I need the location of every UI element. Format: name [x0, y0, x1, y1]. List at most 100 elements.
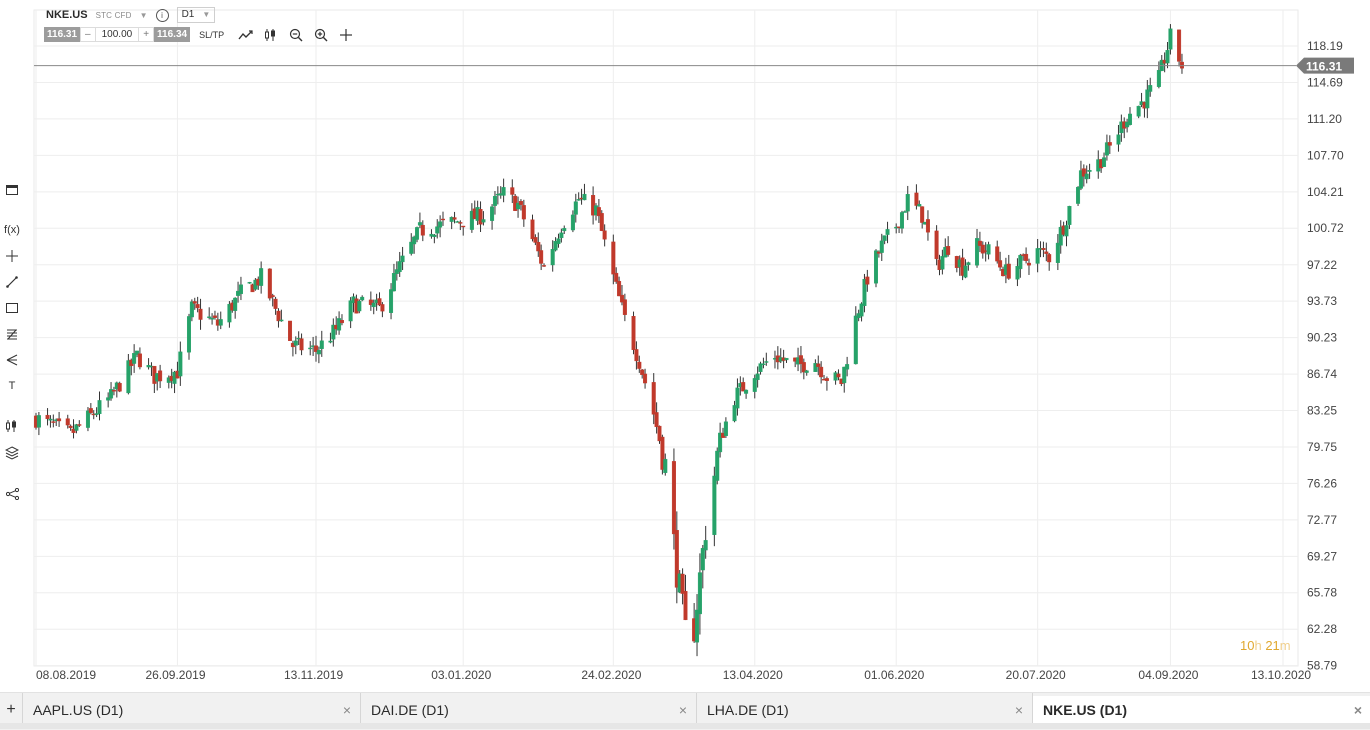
- close-icon[interactable]: ×: [342, 702, 351, 718]
- sltp-button[interactable]: SL/TP: [199, 29, 225, 40]
- crosshair-icon[interactable]: [3, 247, 21, 265]
- close-icon[interactable]: ×: [1014, 702, 1023, 718]
- candle-body: [562, 228, 567, 232]
- candle-body: [238, 284, 243, 295]
- chevron-down-icon[interactable]: ▼: [139, 10, 148, 20]
- candle-body: [1018, 255, 1023, 270]
- candle-body: [106, 397, 111, 401]
- candle-body: [784, 357, 789, 361]
- candle-body: [117, 383, 122, 392]
- volume-input[interactable]: 100.00: [94, 28, 140, 41]
- candle-body: [328, 340, 333, 343]
- candle-body: [1084, 173, 1089, 180]
- candle-body: [556, 238, 561, 245]
- window-icon[interactable]: [3, 181, 21, 199]
- candle-body: [643, 373, 648, 384]
- increase-volume-button[interactable]: +: [143, 29, 150, 40]
- candles-settings-icon[interactable]: [3, 417, 21, 435]
- tab-nke[interactable]: NKE.US (D1) ×: [1033, 696, 1370, 724]
- candle-body: [68, 425, 73, 428]
- candle-body: [158, 370, 163, 382]
- tab-label: DAI.DE (D1): [371, 702, 449, 718]
- candle-body: [1058, 226, 1063, 246]
- candle-body: [337, 318, 342, 331]
- fibonacci-icon[interactable]: [3, 325, 21, 343]
- candle-body: [631, 316, 636, 350]
- trendline-icon[interactable]: [3, 273, 21, 291]
- crosshair-icon[interactable]: [338, 27, 354, 43]
- text-icon[interactable]: T: [8, 380, 16, 392]
- candle-body: [1148, 85, 1153, 92]
- candle-body: [582, 193, 587, 201]
- candle-body: [865, 276, 870, 285]
- timeframe-select[interactable]: D1 ▼: [176, 7, 216, 23]
- y-tick-label: 69.27: [1307, 549, 1337, 563]
- bottom-scrollbar[interactable]: [0, 723, 1370, 729]
- volume-stepper[interactable]: – 100.00 +: [80, 27, 155, 42]
- tab-dai[interactable]: DAI.DE (D1) ×: [361, 696, 695, 724]
- candles-icon[interactable]: [263, 27, 279, 43]
- candle-body: [293, 340, 298, 346]
- chart-grid: [33, 9, 1299, 667]
- candle-body: [417, 222, 422, 226]
- indicators-icon[interactable]: f(x): [4, 224, 20, 236]
- candle-body: [536, 241, 541, 252]
- close-icon[interactable]: ×: [678, 702, 687, 718]
- candle-body: [400, 255, 405, 263]
- candle-body: [227, 303, 232, 323]
- tab-aapl[interactable]: AAPL.US (D1) ×: [23, 696, 359, 724]
- decrease-volume-button[interactable]: –: [85, 29, 91, 40]
- symbol-label[interactable]: NKE.US: [46, 9, 88, 21]
- zoom-in-icon[interactable]: [313, 27, 329, 43]
- x-tick-label: 24.02.2020: [581, 668, 641, 682]
- add-tab-button[interactable]: +: [6, 701, 16, 718]
- candle-body: [946, 246, 951, 255]
- candle-body: [619, 294, 624, 303]
- rectangle-icon[interactable]: [3, 299, 21, 317]
- info-icon[interactable]: i: [155, 8, 169, 22]
- candle-body: [218, 319, 223, 326]
- candle-body: [917, 204, 922, 207]
- candle-body: [391, 273, 396, 292]
- share-icon[interactable]: [3, 485, 21, 503]
- timer-hours: 10: [1240, 638, 1255, 653]
- current-price-label: 116.31: [1306, 60, 1342, 74]
- candle-body: [441, 218, 446, 221]
- candle-body: [409, 241, 414, 254]
- candle-body: [1128, 113, 1133, 125]
- candle-body: [1078, 170, 1083, 189]
- candle-body: [132, 353, 137, 364]
- candle-body: [920, 206, 925, 223]
- candle-body: [1081, 168, 1086, 177]
- candle-body: [622, 299, 627, 315]
- y-tick-label: 76.26: [1307, 476, 1337, 490]
- y-tick-label: 114.69: [1307, 76, 1343, 90]
- zoom-out-icon[interactable]: [288, 27, 304, 43]
- candle-body: [308, 347, 313, 350]
- layers-icon[interactable]: [3, 444, 21, 462]
- candle-body: [88, 408, 93, 413]
- candle-body: [842, 366, 847, 384]
- candle-body: [389, 289, 394, 313]
- candle-body: [845, 364, 850, 370]
- candle-body: [715, 450, 720, 481]
- tab-lha[interactable]: LHA.DE (D1) ×: [697, 696, 1031, 724]
- y-tick-label: 118.19: [1307, 39, 1343, 53]
- candle-body: [1102, 157, 1107, 167]
- candle-body: [36, 415, 41, 428]
- candle-body: [420, 224, 425, 236]
- pitchfork-icon[interactable]: [3, 351, 21, 369]
- candle-body: [1177, 29, 1182, 62]
- sell-price-button[interactable]: 116.31: [44, 27, 81, 42]
- price-chart[interactable]: 118.19 114.69 111.20 107.70 104.21 100.72 97.2…: [0, 0, 1370, 692]
- candle-body: [576, 199, 581, 201]
- candle-body: [1067, 205, 1072, 225]
- close-icon[interactable]: ×: [1353, 702, 1362, 718]
- candle-body: [611, 241, 616, 275]
- line-chart-icon[interactable]: [238, 27, 254, 43]
- candle-body: [798, 355, 803, 364]
- buy-price-button[interactable]: 116.34: [154, 27, 191, 42]
- candle-body: [530, 219, 535, 240]
- candle-body: [882, 235, 887, 241]
- tab-label: LHA.DE (D1): [707, 702, 789, 718]
